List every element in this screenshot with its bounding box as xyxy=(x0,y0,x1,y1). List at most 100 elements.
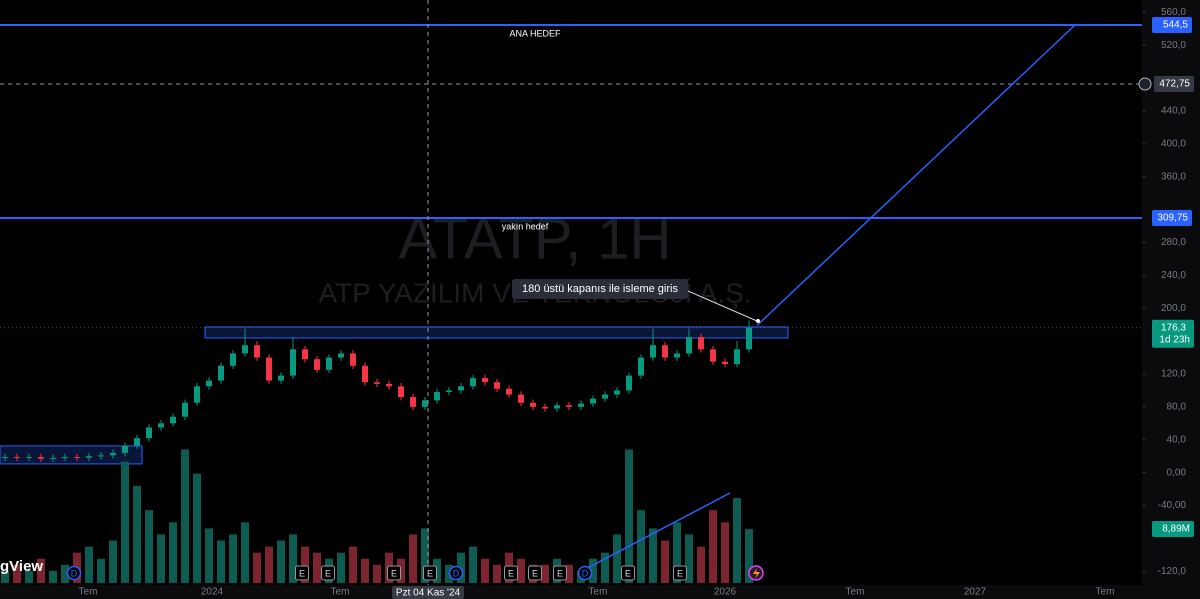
annotation-pointer xyxy=(687,290,758,322)
volume-bar xyxy=(145,510,153,583)
candle-body xyxy=(302,349,308,360)
candle-body xyxy=(566,405,572,407)
candle-body xyxy=(110,452,116,456)
event-label: E xyxy=(299,568,305,578)
event-marker: E xyxy=(673,565,687,581)
level-tag xyxy=(1152,16,1192,33)
event-marker: E xyxy=(423,565,437,581)
y-tick-label: 200,0 xyxy=(1161,303,1186,314)
crosshair-time: Pzt 04 Kas '24 xyxy=(396,588,461,599)
last-price-label: 176,3 xyxy=(1161,322,1186,333)
candle-body xyxy=(350,353,356,366)
event-label: E xyxy=(508,568,514,578)
volume-bar xyxy=(613,534,621,583)
candle-body xyxy=(206,380,212,387)
x-tick-label: Tem xyxy=(79,587,98,598)
candle-body xyxy=(170,416,176,424)
volume-bar xyxy=(697,546,705,583)
volume-bar xyxy=(277,540,285,583)
x-tick-label: Tem xyxy=(589,587,608,598)
y-tick-label: 400,0 xyxy=(1161,138,1186,149)
event-icon xyxy=(504,565,518,581)
candle-body xyxy=(650,345,656,358)
volume-bar xyxy=(37,558,45,583)
candle-body xyxy=(578,403,584,407)
zone xyxy=(204,326,789,339)
x-tick-label: 2024 xyxy=(201,587,224,598)
volume-bar xyxy=(313,552,321,583)
candle-body xyxy=(362,365,368,383)
logo: TradingView xyxy=(0,558,43,575)
candle-body xyxy=(266,357,272,381)
event-marker: E xyxy=(621,565,635,581)
volume-bar xyxy=(709,510,717,583)
y-tick-label: 240,0 xyxy=(1161,270,1186,281)
event-label: E xyxy=(625,568,631,578)
candle-body xyxy=(614,390,620,395)
candle-body xyxy=(86,456,92,458)
candle-body xyxy=(698,336,704,350)
event-label: E xyxy=(427,568,433,578)
watermark-title: ATATP, 1H xyxy=(399,206,672,271)
candle-body xyxy=(446,390,452,393)
crosshair-tag xyxy=(1154,75,1194,92)
target-line xyxy=(756,24,1076,327)
crosshair-label: 472,75 xyxy=(1159,79,1190,90)
volume-bar xyxy=(733,498,741,583)
candle-body xyxy=(386,383,392,387)
candle-body xyxy=(410,397,416,407)
x-tick-label: 2027 xyxy=(964,587,987,598)
event-label: E xyxy=(532,568,538,578)
volume-bar xyxy=(1,570,9,583)
candle-body xyxy=(122,445,128,453)
candle-body xyxy=(434,392,440,401)
candle-body xyxy=(182,402,188,417)
candle-body xyxy=(722,361,728,365)
y-tick-label: 280,0 xyxy=(1161,237,1186,248)
x-tick-label: 2026 xyxy=(714,587,737,598)
event-icon xyxy=(528,565,542,581)
event-icon xyxy=(66,565,82,581)
event-icon xyxy=(295,565,309,581)
level-label: 544,5 xyxy=(1163,20,1188,31)
candle-body xyxy=(218,365,224,381)
countdown-label: 1d 23h xyxy=(1159,334,1190,345)
volume-bar xyxy=(85,546,93,583)
volume-bar xyxy=(109,540,117,583)
event-marker: E xyxy=(295,565,309,581)
volume-bar xyxy=(421,528,429,583)
volume-bar xyxy=(97,558,105,583)
event-marker: D xyxy=(66,565,82,581)
candle-body xyxy=(506,388,512,395)
event-icon xyxy=(553,565,567,581)
candle-body xyxy=(62,457,68,459)
volume-bar xyxy=(205,528,213,583)
volume-bar xyxy=(229,534,237,583)
candle-body xyxy=(50,457,56,459)
candle-body xyxy=(74,457,80,459)
volume-bar xyxy=(241,522,249,583)
volume-bar xyxy=(133,485,141,583)
candle-body xyxy=(158,423,164,428)
event-icon xyxy=(448,565,464,581)
price-axis xyxy=(1142,0,1200,599)
candle-body xyxy=(398,386,404,398)
crosshair-plus xyxy=(1138,77,1152,91)
annotation-box xyxy=(512,279,688,299)
volume-bar xyxy=(469,546,477,583)
event-label: E xyxy=(391,568,397,578)
candle-body xyxy=(194,386,200,403)
volume-bar xyxy=(193,473,201,583)
candle-body xyxy=(242,345,248,354)
level-name: yakın hedef xyxy=(502,221,549,231)
candle-body xyxy=(278,375,284,381)
volume-bar xyxy=(625,449,633,583)
candle-body xyxy=(422,400,428,407)
event-marker: D xyxy=(448,565,464,581)
level-tag xyxy=(1152,209,1192,226)
event-label: D xyxy=(582,568,589,578)
y-tick-label: 0,00 xyxy=(1167,467,1187,478)
volume-bar xyxy=(673,522,681,583)
volume-bar xyxy=(565,564,573,583)
